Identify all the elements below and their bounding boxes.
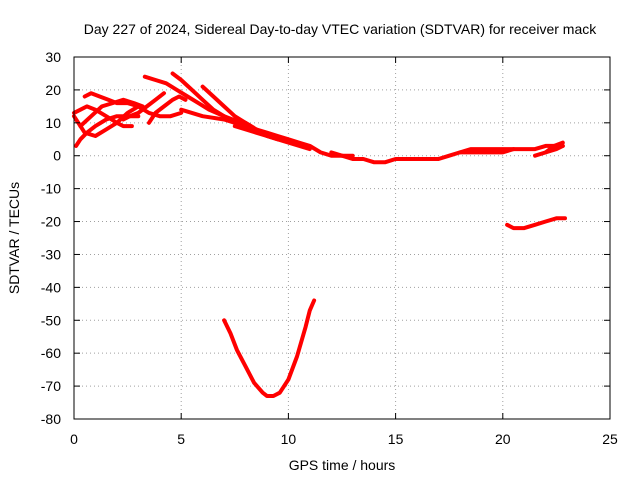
chart-title: Day 227 of 2024, Sidereal Day-to-day VTE… [84,21,597,37]
x-tick-label: 0 [70,431,78,447]
y-tick-label: 0 [53,148,61,164]
y-tick-label: 30 [45,49,61,65]
series-line-arc-19 [222,298,317,398]
y-tick-label: 10 [45,115,61,131]
series-line-arc-7 [147,94,188,125]
series-layer [72,71,567,398]
y-tick-label: -20 [41,214,61,230]
y-tick-label: -50 [41,312,61,328]
plot-border [73,56,611,420]
series-line-arc-13 [243,120,280,142]
x-tick-label: 5 [177,431,185,447]
series-line-arc-15 [457,147,516,155]
series-line-arc-5 [82,91,184,119]
x-tick-label: 20 [495,431,511,447]
series-line-arc-17 [543,140,565,155]
x-axis-title: GPS time / hours [289,457,396,473]
y-tick-label: -70 [41,378,61,394]
y-tick-label: -40 [41,279,61,295]
x-tick-label: 10 [281,431,297,447]
series-line-arc-18 [505,216,567,231]
grid-layer [74,57,610,419]
y-axis-title: SDTVAR / TECUs [6,182,22,294]
ticks-layer: 0 5 10 15 20 25 30 20 10 0 -10 -20 -30 -40 -50 -60 -70 -8… [41,49,618,447]
x-tick-label: 25 [602,431,618,447]
series-line-arc-1 [72,104,134,129]
y-tick-label: 20 [45,82,61,98]
series-line-arc-6 [121,91,166,122]
x-tick-label: 15 [388,431,404,447]
series-line-arc-14 [329,150,355,158]
y-tick-label: -60 [41,345,61,361]
y-tick-label: -30 [41,246,61,262]
y-tick-label: -80 [41,411,61,427]
y-tick-label: -10 [41,181,61,197]
